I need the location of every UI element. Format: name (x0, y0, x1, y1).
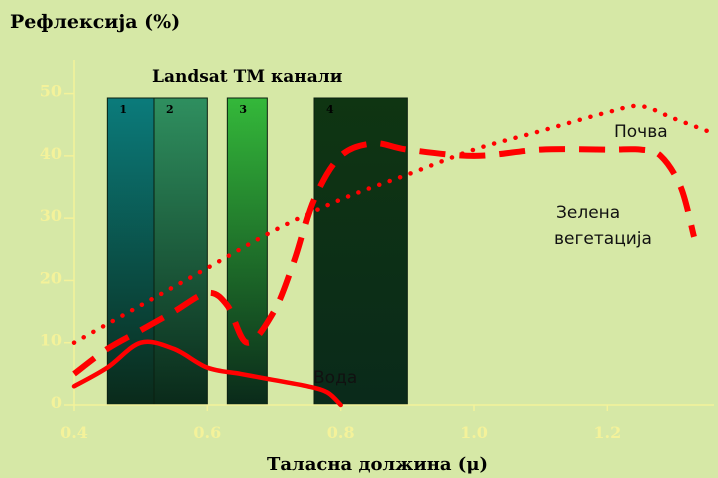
x-tick-label-0.6: 0.6 (193, 423, 221, 442)
band-2 (153, 97, 208, 406)
y-tick-label-30: 30 (40, 206, 62, 225)
x-tick-label-1.2: 1.2 (593, 423, 621, 442)
y-axis-label: Рефлексија (%) (10, 11, 180, 33)
series-label-vegetation-line1: Зелена (556, 203, 620, 223)
x-tick-label-1: 1.0 (460, 423, 488, 442)
series-vegetation (72, 140, 697, 377)
band-label-1: 1 (119, 103, 127, 116)
y-tick-label-0: 0 (51, 393, 62, 412)
band-label-2: 2 (166, 103, 174, 116)
y-tick-label-50: 50 (40, 82, 62, 101)
y-tick-label-20: 20 (40, 268, 62, 287)
y-tick-label-40: 40 (40, 144, 62, 163)
y-tick-label-10: 10 (40, 331, 62, 350)
chart-title: Landsat TM канали (152, 67, 343, 87)
band-3 (226, 97, 268, 406)
x-tick-label-0.4: 0.4 (60, 423, 88, 442)
series-water (71, 339, 343, 408)
x-tick-label-0.8: 0.8 (327, 423, 355, 442)
series-label-vegetation-line2: вегетација (554, 229, 652, 249)
series-layer (71, 103, 710, 408)
band-label-4: 4 (326, 103, 334, 116)
series-soil (71, 103, 710, 345)
x-axis-label: Таласна должина (μ) (267, 454, 488, 475)
series-label-soil: Почва (614, 122, 668, 142)
band-label-3: 3 (239, 103, 247, 116)
series-label-water: Вода (313, 368, 357, 388)
band-1 (106, 97, 155, 406)
